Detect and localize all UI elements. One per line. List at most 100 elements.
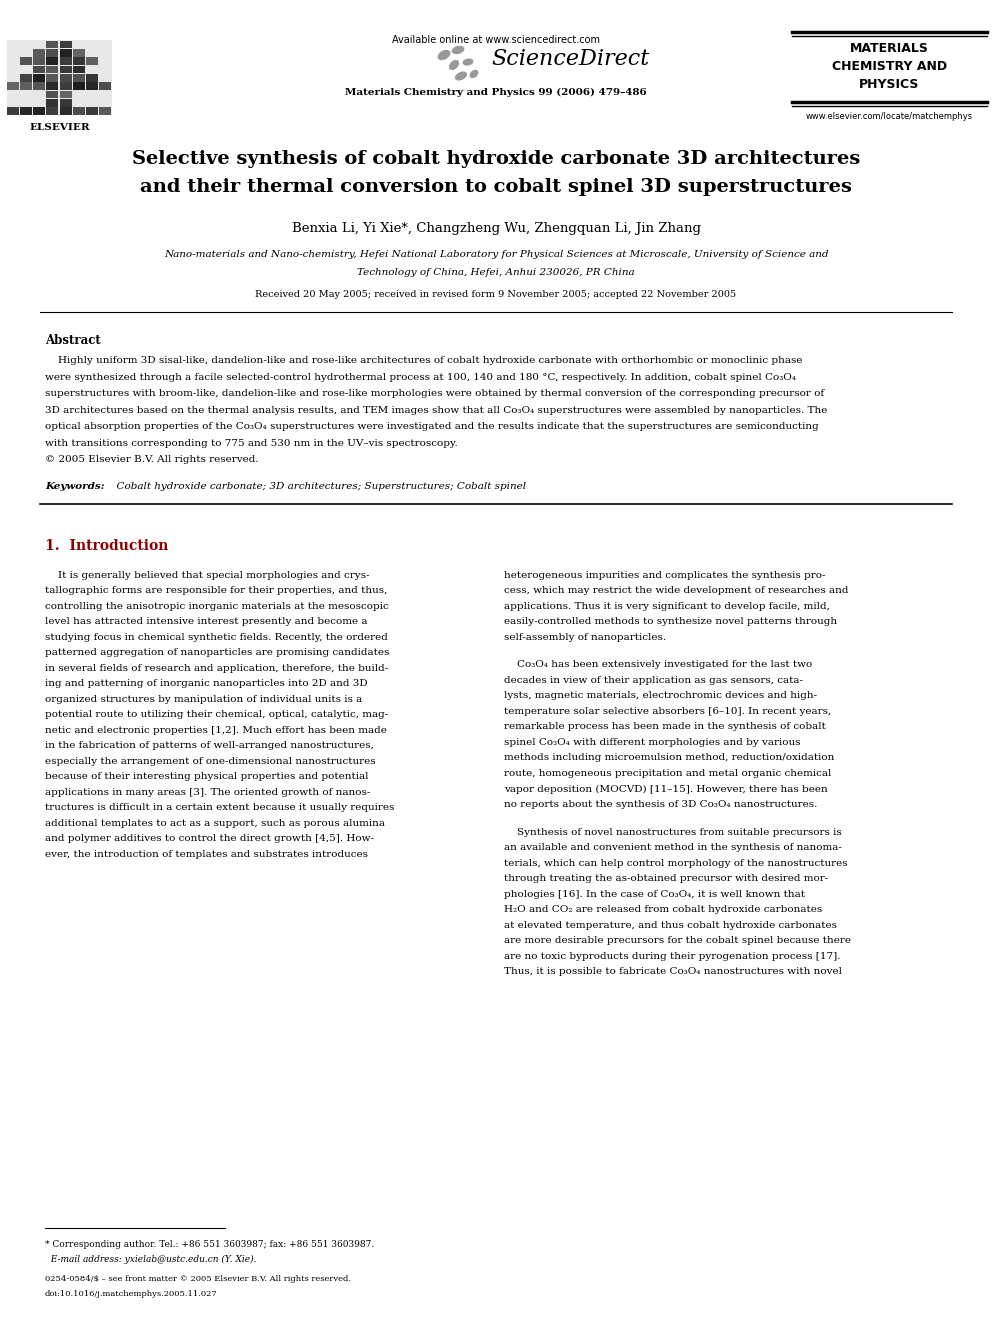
Bar	[72, 49, 84, 57]
Bar	[47, 49, 59, 57]
Bar	[85, 57, 98, 65]
Text: www.elsevier.com/locate/matchemphys: www.elsevier.com/locate/matchemphys	[806, 112, 973, 120]
Text: Cobalt hydroxide carbonate; 3D architectures; Superstructures; Cobalt spinel: Cobalt hydroxide carbonate; 3D architect…	[110, 482, 526, 491]
Bar	[7, 82, 19, 90]
Text: Selective synthesis of cobalt hydroxide carbonate 3D architectures: Selective synthesis of cobalt hydroxide …	[132, 149, 860, 168]
Bar	[47, 41, 59, 49]
Text: © 2005 Elsevier B.V. All rights reserved.: © 2005 Elsevier B.V. All rights reserved…	[45, 455, 259, 464]
Text: applications. Thus it is very significant to develop facile, mild,: applications. Thus it is very significan…	[504, 602, 830, 610]
Text: were synthesized through a facile selected-control hydrothermal process at 100, : were synthesized through a facile select…	[45, 373, 796, 381]
Text: are no toxic byproducts during their pyrogenation process [17].: are no toxic byproducts during their pyr…	[504, 951, 840, 960]
Bar	[99, 82, 111, 90]
Bar	[34, 107, 46, 115]
Bar	[60, 91, 71, 98]
Bar	[47, 82, 59, 90]
Bar	[34, 57, 46, 65]
Text: E-mail address: yxielab@ustc.edu.cn (Y. Xie).: E-mail address: yxielab@ustc.edu.cn (Y. …	[45, 1256, 257, 1263]
Bar	[85, 74, 98, 82]
Text: Available online at www.sciencedirect.com: Available online at www.sciencedirect.co…	[392, 34, 600, 45]
Bar	[34, 82, 46, 90]
Text: easily-controlled methods to synthesize novel patterns through: easily-controlled methods to synthesize …	[504, 617, 837, 626]
Text: MATERIALS
CHEMISTRY AND
PHYSICS: MATERIALS CHEMISTRY AND PHYSICS	[832, 42, 947, 91]
Text: Received 20 May 2005; received in revised form 9 November 2005; accepted 22 Nove: Received 20 May 2005; received in revise…	[255, 290, 737, 299]
Bar	[7, 107, 19, 115]
Text: ELSEVIER: ELSEVIER	[29, 123, 90, 132]
Text: heterogeneous impurities and complicates the synthesis pro-: heterogeneous impurities and complicates…	[504, 570, 825, 579]
Bar	[47, 99, 59, 107]
Text: H₂O and CO₂ are released from cobalt hydroxide carbonates: H₂O and CO₂ are released from cobalt hyd…	[504, 905, 822, 914]
Bar	[20, 107, 32, 115]
Bar	[60, 49, 71, 57]
Text: and their thermal conversion to cobalt spinel 3D superstructures: and their thermal conversion to cobalt s…	[140, 179, 852, 196]
Text: and polymer additives to control the direct growth [4,5]. How-: and polymer additives to control the dir…	[45, 833, 374, 843]
Bar	[7, 40, 112, 115]
Bar	[60, 99, 71, 107]
Text: cess, which may restrict the wide development of researches and: cess, which may restrict the wide develo…	[504, 586, 848, 595]
Text: organized structures by manipulation of individual units is a: organized structures by manipulation of …	[45, 695, 362, 704]
Text: Nano-materials and Nano-chemistry, Hefei National Laboratory for Physical Scienc: Nano-materials and Nano-chemistry, Hefei…	[164, 250, 828, 259]
Text: phologies [16]. In the case of Co₃O₄, it is well known that: phologies [16]. In the case of Co₃O₄, it…	[504, 890, 805, 898]
Text: 3D architectures based on the thermal analysis results, and TEM images show that: 3D architectures based on the thermal an…	[45, 406, 827, 414]
Text: route, homogeneous precipitation and metal organic chemical: route, homogeneous precipitation and met…	[504, 769, 831, 778]
Bar	[47, 66, 59, 73]
Text: studying focus in chemical synthetic fields. Recently, the ordered: studying focus in chemical synthetic fie…	[45, 632, 388, 642]
Text: ever, the introduction of templates and substrates introduces: ever, the introduction of templates and …	[45, 849, 368, 859]
Ellipse shape	[451, 46, 464, 54]
Text: because of their interesting physical properties and potential: because of their interesting physical pr…	[45, 773, 368, 781]
Text: methods including microemulsion method, reduction/oxidation: methods including microemulsion method, …	[504, 753, 834, 762]
Bar	[60, 82, 71, 90]
Text: optical absorption properties of the Co₃O₄ superstructures were investigated and: optical absorption properties of the Co₃…	[45, 422, 818, 431]
Text: * Corresponding author. Tel.: +86 551 3603987; fax: +86 551 3603987.: * Corresponding author. Tel.: +86 551 36…	[45, 1240, 374, 1249]
Text: tallographic forms are responsible for their properties, and thus,: tallographic forms are responsible for t…	[45, 586, 387, 595]
Text: vapor deposition (MOCVD) [11–15]. However, there has been: vapor deposition (MOCVD) [11–15]. Howeve…	[504, 785, 827, 794]
Text: tructures is difficult in a certain extent because it usually requires: tructures is difficult in a certain exte…	[45, 803, 395, 812]
Bar	[72, 82, 84, 90]
Ellipse shape	[449, 60, 459, 70]
Text: Highly uniform 3D sisal-like, dandelion-like and rose-like architectures of coba: Highly uniform 3D sisal-like, dandelion-…	[45, 356, 803, 365]
Text: especially the arrangement of one-dimensional nanostructures: especially the arrangement of one-dimens…	[45, 757, 376, 766]
Bar	[60, 41, 71, 49]
Text: through treating the as-obtained precursor with desired mor-: through treating the as-obtained precurs…	[504, 875, 828, 884]
Bar	[47, 107, 59, 115]
Text: Technology of China, Hefei, Anhui 230026, PR China: Technology of China, Hefei, Anhui 230026…	[357, 269, 635, 277]
Text: in several fields of research and application, therefore, the build-: in several fields of research and applic…	[45, 664, 388, 672]
Text: Synthesis of novel nanostructures from suitable precursors is: Synthesis of novel nanostructures from s…	[504, 828, 842, 837]
Bar	[20, 57, 32, 65]
Text: temperature solar selective absorbers [6–10]. In recent years,: temperature solar selective absorbers [6…	[504, 706, 831, 716]
Ellipse shape	[437, 50, 450, 61]
Text: applications in many areas [3]. The oriented growth of nanos-: applications in many areas [3]. The orie…	[45, 787, 370, 796]
Text: It is generally believed that special morphologies and crys-: It is generally believed that special mo…	[45, 570, 369, 579]
Text: patterned aggregation of nanoparticles are promising candidates: patterned aggregation of nanoparticles a…	[45, 648, 390, 658]
Text: lysts, magnetic materials, electrochromic devices and high-: lysts, magnetic materials, electrochromi…	[504, 692, 817, 700]
Text: in the fabrication of patterns of well-arranged nanostructures,: in the fabrication of patterns of well-a…	[45, 741, 374, 750]
Bar	[47, 57, 59, 65]
Ellipse shape	[462, 58, 473, 66]
Bar	[85, 82, 98, 90]
Text: superstructures with broom-like, dandelion-like and rose-like morphologies were : superstructures with broom-like, dandeli…	[45, 389, 824, 398]
Text: netic and electronic properties [1,2]. Much effort has been made: netic and electronic properties [1,2]. M…	[45, 725, 387, 734]
Text: are more desirable precursors for the cobalt spinel because there: are more desirable precursors for the co…	[504, 937, 851, 946]
Bar	[20, 82, 32, 90]
Text: with transitions corresponding to 775 and 530 nm in the UV–vis spectroscopy.: with transitions corresponding to 775 an…	[45, 438, 457, 447]
Bar	[47, 91, 59, 98]
Bar	[20, 74, 32, 82]
Bar	[85, 107, 98, 115]
Text: at elevated temperature, and thus cobalt hydroxide carbonates: at elevated temperature, and thus cobalt…	[504, 921, 837, 930]
Ellipse shape	[455, 71, 467, 81]
Text: controlling the anisotropic inorganic materials at the mesoscopic: controlling the anisotropic inorganic ma…	[45, 602, 389, 610]
Text: level has attracted intensive interest presently and become a: level has attracted intensive interest p…	[45, 617, 367, 626]
Text: doi:10.1016/j.matchemphys.2005.11.027: doi:10.1016/j.matchemphys.2005.11.027	[45, 1290, 218, 1298]
Bar	[72, 66, 84, 73]
Bar	[72, 107, 84, 115]
Bar	[72, 57, 84, 65]
Text: Co₃O₄ has been extensively investigated for the last two: Co₃O₄ has been extensively investigated …	[504, 660, 812, 669]
Text: self-assembly of nanoparticles.: self-assembly of nanoparticles.	[504, 632, 666, 642]
Text: Benxia Li, Yi Xie*, Changzheng Wu, Zhengquan Li, Jin Zhang: Benxia Li, Yi Xie*, Changzheng Wu, Zheng…	[292, 222, 700, 235]
Text: Materials Chemistry and Physics 99 (2006) 479–486: Materials Chemistry and Physics 99 (2006…	[345, 89, 647, 97]
Bar	[60, 107, 71, 115]
Ellipse shape	[469, 70, 478, 78]
Bar	[34, 49, 46, 57]
Bar	[60, 74, 71, 82]
Text: Thus, it is possible to fabricate Co₃O₄ nanostructures with novel: Thus, it is possible to fabricate Co₃O₄ …	[504, 967, 842, 976]
Text: remarkable process has been made in the synthesis of cobalt: remarkable process has been made in the …	[504, 722, 826, 732]
